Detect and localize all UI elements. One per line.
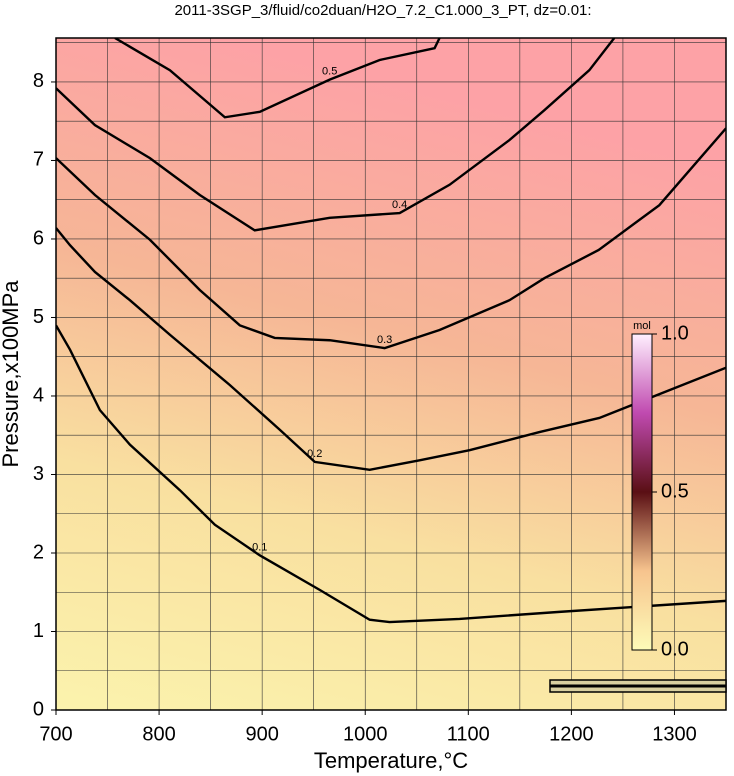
- x-tick-label: 1100: [447, 723, 490, 745]
- y-tick-label: 3: [33, 463, 44, 485]
- contours: 0.1 0.2 0.3 0.4 0.5: [56, 38, 726, 624]
- y-tick-label: 7: [33, 149, 44, 171]
- grid: [56, 38, 726, 710]
- contour-line: [56, 324, 726, 624]
- colorbar-tick-label: 1.0: [661, 322, 689, 344]
- colorbar-tick-label: 0.5: [661, 480, 689, 502]
- contour-label: 0.3: [377, 334, 392, 346]
- contour-line: [56, 38, 616, 232]
- contour-line: [56, 227, 726, 471]
- contour-label: 0.4: [392, 199, 407, 211]
- x-tick-label: 700: [39, 723, 72, 745]
- x-axis-label: Temperature,°C: [314, 748, 468, 773]
- x-tick-label: 800: [142, 723, 175, 745]
- contour-line: [56, 127, 726, 350]
- colorbar: mol 0.0 0.5 1.0: [631, 320, 689, 660]
- x-tick-label: 1300: [652, 723, 697, 745]
- y-tick-label: 0: [33, 698, 44, 720]
- contour-label: 0.1: [252, 541, 267, 553]
- y-tick-label: 2: [33, 541, 44, 563]
- y-tick-label: 8: [33, 70, 44, 92]
- plot-background: [56, 38, 726, 710]
- chart-title: 2011-3SGP_3/fluid/co2duan/H2O_7.2_C1.000…: [174, 2, 591, 19]
- plot-frame: [55, 37, 727, 711]
- colorbar-scale: [631, 333, 653, 651]
- y-axis-label: Pressure,x100MPa: [0, 280, 23, 468]
- contour-line: [114, 38, 441, 119]
- colorbar-label: mol: [633, 320, 651, 332]
- y-tick-label: 5: [33, 306, 44, 328]
- y-tick-label: 4: [33, 384, 44, 406]
- x-tick-label: 900: [245, 723, 278, 745]
- legend-box: [549, 679, 727, 693]
- y-tick-label: 6: [33, 227, 44, 249]
- x-tick-label: 1200: [549, 723, 594, 745]
- x-tick-label: 1000: [343, 723, 388, 745]
- contour-label: 0.5: [322, 66, 337, 78]
- colorbar-tick-label: 0.0: [661, 638, 689, 660]
- y-tick-label: 1: [33, 620, 44, 642]
- contour-label: 0.2: [307, 448, 322, 460]
